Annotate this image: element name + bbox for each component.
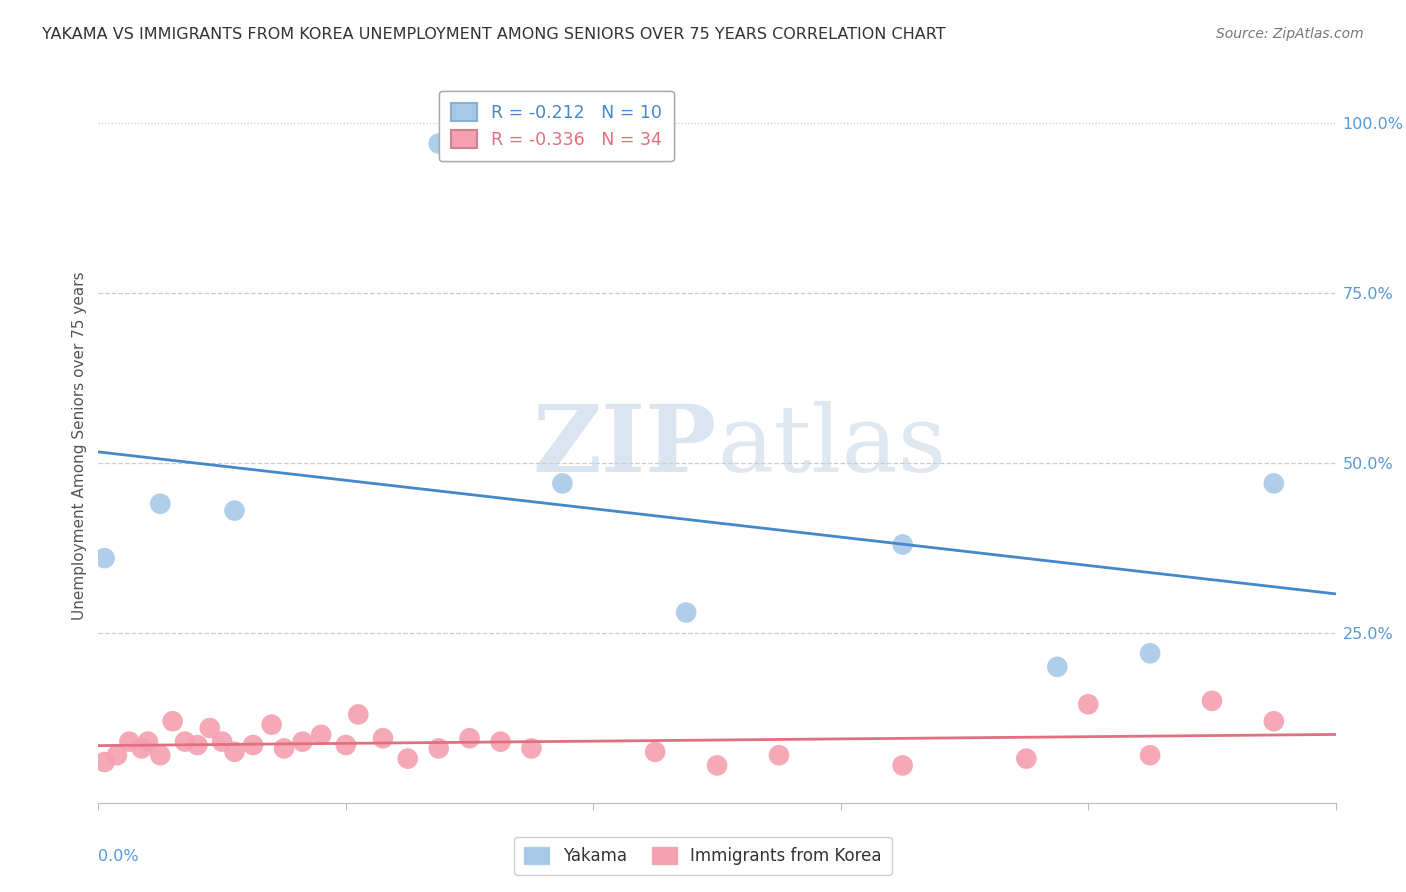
Point (309, 728, 332, 742)
Text: YAKAMA VS IMMIGRANTS FROM KOREA UNEMPLOYMENT AMONG SENIORS OVER 75 YEARS CORRELA: YAKAMA VS IMMIGRANTS FROM KOREA UNEMPLOY… (42, 27, 946, 42)
Legend: R = -0.212   N = 10, R = -0.336   N = 34: R = -0.212 N = 10, R = -0.336 N = 34 (439, 91, 673, 161)
Point (644, 745, 666, 759)
Point (1139, 646, 1161, 660)
Point (260, 717, 283, 731)
Point (118, 734, 141, 748)
Point (149, 748, 172, 763)
Point (1201, 694, 1223, 708)
Y-axis label: Unemployment Among Seniors over 75 years: Unemployment Among Seniors over 75 years (72, 272, 87, 620)
Point (224, 745, 246, 759)
Point (335, 738, 357, 752)
Point (93, 551, 115, 566)
Point (1077, 698, 1099, 712)
Text: ZIP: ZIP (533, 401, 717, 491)
Text: atlas: atlas (717, 401, 946, 491)
Point (675, 606, 697, 620)
Point (136, 734, 159, 748)
Point (162, 714, 184, 729)
Point (768, 748, 790, 763)
Point (93, 755, 115, 769)
Point (1263, 476, 1285, 491)
Point (891, 758, 914, 772)
Point (1263, 714, 1285, 729)
Point (489, 734, 512, 748)
Point (273, 741, 295, 756)
Point (211, 734, 233, 748)
Point (706, 758, 728, 772)
Point (174, 734, 197, 748)
Point (347, 707, 370, 722)
Point (186, 738, 208, 752)
Point (427, 741, 450, 756)
Point (291, 734, 314, 748)
Point (458, 731, 481, 746)
Point (551, 476, 574, 491)
Point (891, 537, 914, 551)
Point (371, 731, 394, 746)
Point (1015, 751, 1038, 765)
Point (1139, 748, 1161, 763)
Point (427, 136, 450, 151)
Legend: Yakama, Immigrants from Korea: Yakama, Immigrants from Korea (515, 837, 891, 875)
Point (396, 751, 419, 765)
Point (198, 721, 221, 735)
Point (105, 748, 128, 763)
Text: 0.0%: 0.0% (98, 849, 139, 864)
Text: Source: ZipAtlas.com: Source: ZipAtlas.com (1216, 27, 1364, 41)
Point (131, 741, 153, 756)
Point (1046, 660, 1069, 674)
Point (520, 741, 543, 756)
Point (224, 503, 246, 517)
Point (149, 497, 172, 511)
Point (242, 738, 264, 752)
